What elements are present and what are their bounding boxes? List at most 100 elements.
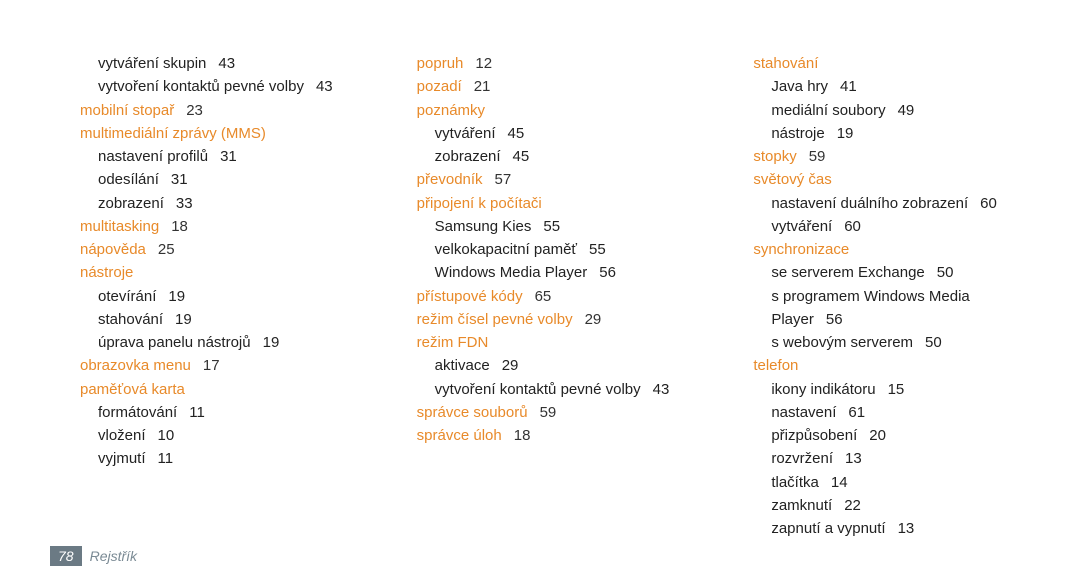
page-ref: 50 xyxy=(937,264,954,281)
index-column-2: popruh12pozadí21poznámkyvytváření45zobra… xyxy=(417,52,704,540)
page-ref: 25 xyxy=(158,241,175,258)
index-subentry: nastavení profilů31 xyxy=(80,145,367,168)
index-subentry: vytváření skupin43 xyxy=(80,52,367,75)
index-subentry: otevírání19 xyxy=(80,285,367,308)
index-heading: mobilní stopař23 xyxy=(80,99,367,122)
index-heading: synchronizace xyxy=(753,238,1040,261)
index-heading: popruh12 xyxy=(417,52,704,75)
page-ref: 55 xyxy=(589,241,606,258)
page-footer: 78 Rejstřík xyxy=(50,546,137,566)
index-heading: převodník57 xyxy=(417,168,704,191)
page-ref: 19 xyxy=(175,311,192,328)
page-ref: 59 xyxy=(809,148,826,165)
index-heading: multitasking18 xyxy=(80,215,367,238)
index-subentry: vytvoření kontaktů pevné volby43 xyxy=(80,75,367,98)
page-ref: 18 xyxy=(171,218,188,235)
index-subentry: ikony indikátoru15 xyxy=(753,378,1040,401)
index-heading: telefon xyxy=(753,354,1040,377)
index-heading: stahování xyxy=(753,52,1040,75)
index-heading: připojení k počítači xyxy=(417,192,704,215)
index-subentry: vložení10 xyxy=(80,424,367,447)
index-heading: světový čas xyxy=(753,168,1040,191)
index-subentry: zapnutí a vypnutí13 xyxy=(753,517,1040,540)
index-subentry: zamknutí22 xyxy=(753,494,1040,517)
index-subentry: vytvoření kontaktů pevné volby43 xyxy=(417,378,704,401)
page-ref: 45 xyxy=(513,148,530,165)
index-heading: stopky59 xyxy=(753,145,1040,168)
page-ref: 31 xyxy=(171,171,188,188)
page-ref: 22 xyxy=(844,497,861,514)
page-ref: 33 xyxy=(176,195,193,212)
index-subentry: Samsung Kies55 xyxy=(417,215,704,238)
section-title: Rejstřík xyxy=(90,548,137,564)
index-heading: režim FDN xyxy=(417,331,704,354)
index-subentry: nastavení duálního zobrazení60 xyxy=(753,192,1040,215)
page-ref: 29 xyxy=(502,357,519,374)
page-ref: 12 xyxy=(475,55,492,72)
index-subentry: formátování11 xyxy=(80,401,367,424)
index-subentry: rozvržení13 xyxy=(753,447,1040,470)
page-ref: 61 xyxy=(848,404,865,421)
index-subentry: zobrazení33 xyxy=(80,192,367,215)
index-subentry: mediální soubory49 xyxy=(753,99,1040,122)
index-subentry: Java hry41 xyxy=(753,75,1040,98)
index-heading: pozadí21 xyxy=(417,75,704,98)
page-ref: 50 xyxy=(925,334,942,351)
page-ref: 11 xyxy=(189,404,205,421)
index-heading: multimediální zprávy (MMS) xyxy=(80,122,367,145)
index-subentry: aktivace29 xyxy=(417,354,704,377)
page-ref: 65 xyxy=(535,288,552,305)
page-ref: 59 xyxy=(540,404,557,421)
page-ref: 19 xyxy=(837,125,854,142)
index-heading: správce souborů59 xyxy=(417,401,704,424)
page-ref: 56 xyxy=(826,311,843,328)
index-heading: správce úloh18 xyxy=(417,424,704,447)
page-ref: 43 xyxy=(316,78,333,95)
page-ref: 57 xyxy=(495,171,512,188)
page-ref: 18 xyxy=(514,427,531,444)
index-subentry: nástroje19 xyxy=(753,122,1040,145)
page-ref: 13 xyxy=(898,520,915,537)
page-ref: 13 xyxy=(845,450,862,467)
index-column-1: vytváření skupin43vytvoření kontaktů pev… xyxy=(80,52,367,540)
index-page: vytváření skupin43vytvoření kontaktů pev… xyxy=(0,0,1080,540)
page-ref: 60 xyxy=(980,195,997,212)
index-heading: nástroje xyxy=(80,261,367,284)
page-ref: 29 xyxy=(585,311,602,328)
index-heading: obrazovka menu17 xyxy=(80,354,367,377)
index-heading: režim čísel pevné volby29 xyxy=(417,308,704,331)
page-ref: 15 xyxy=(888,381,905,398)
page-ref: 60 xyxy=(844,218,861,235)
page-number: 78 xyxy=(50,546,82,566)
page-ref: 19 xyxy=(168,288,185,305)
index-subentry: s programem Windows Media Player56 xyxy=(753,285,1040,332)
index-subentry: odesílání31 xyxy=(80,168,367,191)
index-heading: přístupové kódy65 xyxy=(417,285,704,308)
index-heading: nápověda25 xyxy=(80,238,367,261)
index-subentry: zobrazení45 xyxy=(417,145,704,168)
page-ref: 45 xyxy=(508,125,525,142)
page-ref: 55 xyxy=(543,218,560,235)
index-subentry: vytváření60 xyxy=(753,215,1040,238)
index-heading: poznámky xyxy=(417,99,704,122)
page-ref: 19 xyxy=(263,334,280,351)
page-ref: 10 xyxy=(158,427,175,444)
index-subentry: velkokapacitní paměť55 xyxy=(417,238,704,261)
page-ref: 20 xyxy=(869,427,886,444)
index-subentry: vyjmutí11 xyxy=(80,447,367,470)
index-column-3: stahováníJava hry41mediální soubory49nás… xyxy=(753,52,1040,540)
page-ref: 23 xyxy=(186,102,203,119)
page-ref: 41 xyxy=(840,78,857,95)
index-subentry: Windows Media Player56 xyxy=(417,261,704,284)
page-ref: 21 xyxy=(474,78,491,95)
index-subentry: přizpůsobení20 xyxy=(753,424,1040,447)
page-ref: 43 xyxy=(218,55,235,72)
page-ref: 49 xyxy=(898,102,915,119)
index-subentry: tlačítka14 xyxy=(753,471,1040,494)
index-subentry: nastavení61 xyxy=(753,401,1040,424)
page-ref: 14 xyxy=(831,474,848,491)
index-subentry: s webovým serverem50 xyxy=(753,331,1040,354)
page-ref: 56 xyxy=(599,264,616,281)
index-subentry: stahování19 xyxy=(80,308,367,331)
page-ref: 43 xyxy=(653,381,670,398)
